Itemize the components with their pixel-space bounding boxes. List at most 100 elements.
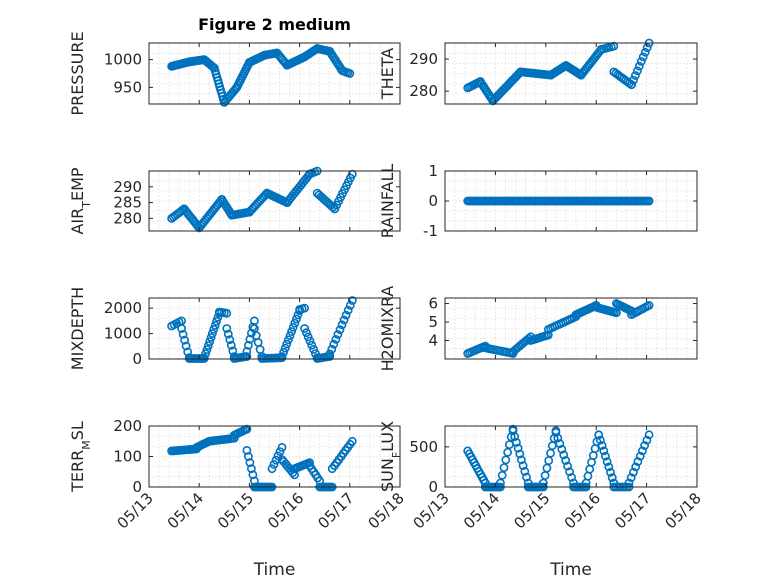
data-point <box>347 296 357 305</box>
data-point <box>642 43 652 52</box>
data-point <box>640 441 649 450</box>
data-point <box>567 472 576 482</box>
data-point <box>243 452 253 461</box>
x-tick-label: 05/17 <box>611 489 654 532</box>
data-point <box>631 462 641 472</box>
y-axis-label: PRESSURE <box>68 31 87 115</box>
data-point <box>335 325 345 335</box>
data-series <box>463 196 654 206</box>
data-point <box>601 451 610 461</box>
data-point <box>242 352 252 361</box>
data-point <box>644 300 654 310</box>
y-tick-label: 290 <box>113 178 142 196</box>
data-point <box>597 441 607 450</box>
data-point <box>629 467 638 477</box>
y-tick-label: 6 <box>428 295 438 313</box>
data-point <box>633 66 642 76</box>
data-point <box>515 449 525 459</box>
data-point <box>553 433 563 443</box>
data-point <box>242 445 252 455</box>
data-point <box>347 436 357 446</box>
y-tick-label: 0 <box>132 478 142 496</box>
data-point <box>497 470 507 480</box>
data-point <box>540 471 550 480</box>
data-point <box>285 331 295 341</box>
data-series <box>167 424 357 492</box>
data-point <box>508 426 518 436</box>
axes-box <box>444 425 698 488</box>
x-tick-label: 05/14 <box>164 489 207 532</box>
data-point <box>607 473 617 482</box>
y-tick-label: 285 <box>113 194 142 212</box>
y-axis-label: THETA <box>378 48 397 100</box>
data-point <box>181 341 191 351</box>
data-point <box>339 315 349 325</box>
data-point <box>201 349 210 359</box>
axes-box <box>148 42 401 105</box>
data-point <box>293 310 303 320</box>
data-point <box>510 432 520 441</box>
data-point <box>291 314 301 324</box>
data-point <box>303 332 313 342</box>
data-point <box>343 305 353 315</box>
data-point <box>518 461 528 470</box>
data-point <box>551 427 561 437</box>
data-point <box>594 430 604 440</box>
subplot-5: 0 1000 2000 MIXDEPTH <box>68 287 401 370</box>
data-point <box>223 329 233 339</box>
y-axis-label: RAINFALL <box>378 164 397 239</box>
data-point <box>544 456 554 465</box>
y-tick-label: 290 <box>409 50 438 68</box>
data-point <box>504 440 514 449</box>
data-point <box>277 352 287 361</box>
data-point <box>300 303 309 313</box>
data-point <box>627 80 636 90</box>
y-tick-label: 2000 <box>104 299 142 317</box>
data-point <box>559 450 569 460</box>
y-tick-label: 1 <box>428 162 438 180</box>
data-point <box>546 448 555 458</box>
data-point <box>209 324 219 334</box>
data-point <box>561 456 571 465</box>
y-axis-label: AIRTEMP <box>68 167 93 234</box>
data-point <box>269 459 279 469</box>
data-point <box>277 442 287 452</box>
data-series <box>167 166 357 233</box>
data-point <box>636 57 646 66</box>
data-point <box>337 320 347 330</box>
data-point <box>207 329 217 338</box>
y-tick-label: 500 <box>409 438 438 456</box>
x-tick-label: 05/14 <box>460 489 503 532</box>
y-tick-label: -1 <box>423 222 438 240</box>
subplot-4: -1 0 1 RAINFALL <box>378 162 698 240</box>
data-point <box>341 310 351 320</box>
data-point <box>279 347 288 357</box>
y-tick-label: 1000 <box>104 325 142 343</box>
data-series <box>167 44 355 107</box>
data-point <box>512 437 521 447</box>
data-point <box>246 464 256 474</box>
data-point <box>638 52 648 62</box>
data-point <box>210 320 220 330</box>
x-tick-label: 05/15 <box>510 489 553 532</box>
data-point <box>307 340 317 350</box>
data-point <box>635 451 645 461</box>
data-point <box>602 457 612 466</box>
axes-box <box>148 170 401 232</box>
data-point <box>644 430 654 440</box>
data-series <box>167 296 357 363</box>
data-point <box>305 336 315 346</box>
data-point <box>290 318 300 328</box>
y-tick-label: 0 <box>428 192 438 210</box>
data-point <box>503 447 512 457</box>
data-point <box>327 344 337 354</box>
data-point <box>203 341 213 350</box>
data-point <box>499 463 509 472</box>
data-point <box>202 345 212 354</box>
data-point <box>640 47 650 57</box>
data-point <box>517 455 526 465</box>
x-axis-label: Time <box>253 560 296 580</box>
x-tick-label: 05/15 <box>214 489 257 532</box>
data-point <box>629 75 638 85</box>
